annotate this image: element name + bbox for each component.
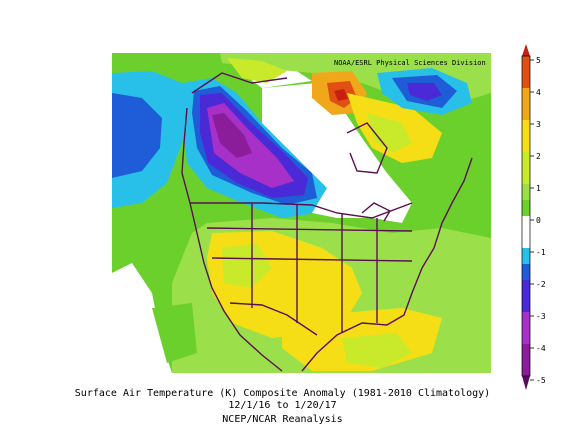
colorbar-band-m1 [522, 248, 530, 264]
colorbar-label-3: 3 [536, 120, 541, 129]
colorbar-label-m5: -5 [536, 376, 546, 385]
colorbar [521, 44, 534, 390]
coast-west [181, 107, 283, 372]
field-yg-mexico [342, 333, 412, 368]
colorbar-band-2 [522, 152, 530, 184]
states-grid-1 [206, 227, 413, 232]
colorbar-band-m2 [522, 280, 530, 312]
field-yg-hudson [367, 113, 412, 153]
field-violet-ne [407, 83, 442, 101]
caption-dates: 12/1/16 to 1/20/17 [228, 400, 337, 411]
colorbar-label-0: 0 [536, 216, 541, 225]
colorbar-top-arrow [522, 44, 530, 56]
field-green-sw [152, 303, 197, 363]
colorbar-band-3 [522, 120, 530, 152]
border-us-canada [190, 202, 413, 219]
great-lakes [361, 202, 391, 222]
coastlines [181, 72, 473, 372]
field-yellow-sw [222, 243, 272, 288]
colorbar-band-m4 [522, 344, 530, 376]
coast-east [421, 157, 473, 269]
colorbar-label-m2: -2 [536, 280, 546, 289]
colorbar-band-1b [522, 200, 530, 216]
hudson-bay [346, 122, 388, 174]
canada-coast-1 [191, 72, 288, 94]
field-white-west [112, 263, 172, 373]
colorbar-band-m1b [522, 264, 530, 280]
field-yellow-top [227, 58, 287, 83]
border-us-mexico [229, 302, 318, 336]
states-grid-2 [211, 257, 413, 262]
map-canvas [112, 53, 491, 373]
colorbar-label-m1: -1 [536, 248, 546, 257]
colorbar-bottom-arrow [522, 376, 530, 390]
coast-gulf [301, 267, 423, 372]
field-deep-purple-core [212, 113, 252, 158]
colorbar-band-m3 [522, 312, 530, 344]
colorbar-label-1: 1 [536, 184, 541, 193]
colorbar-label-4: 4 [536, 88, 541, 97]
field-blue-nw [112, 93, 162, 178]
colorbar-band-4 [522, 88, 530, 120]
field-dred-spot [334, 89, 348, 101]
colorbar-band-1 [522, 184, 530, 200]
anomaly-map: NOAA/ESRL Physical Sciences Division [112, 53, 491, 373]
colorbar-label-m4: -4 [536, 344, 546, 353]
colorbar-label-2: 2 [536, 152, 541, 161]
field-green-pacific [112, 213, 162, 258]
colorbar-label-m3: -3 [536, 312, 546, 321]
caption-source: NCEP/NCAR Reanalysis [222, 414, 343, 425]
colorbar-outline [521, 55, 531, 377]
field-white-band [262, 83, 412, 223]
colorbar-band-0 [522, 216, 530, 248]
caption-title: Surface Air Temperature (K) Composite An… [74, 388, 491, 399]
credit-label: NOAA/ESRL Physical Sciences Division [334, 59, 486, 67]
colorbar-band-5 [522, 56, 530, 88]
colorbar-label-5: 5 [536, 56, 541, 65]
